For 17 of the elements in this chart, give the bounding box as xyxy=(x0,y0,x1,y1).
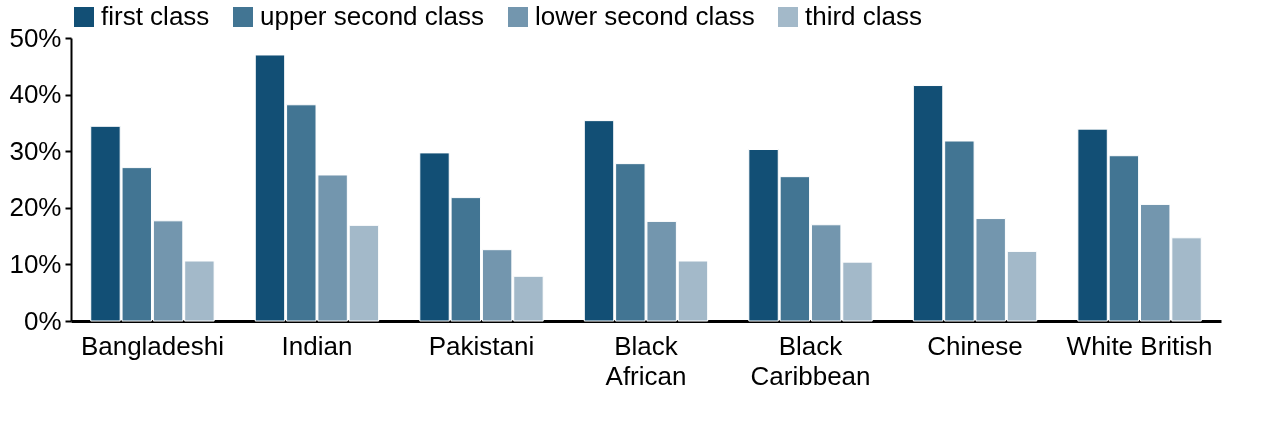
y-tick-label: 50% xyxy=(9,22,62,53)
legend-label: first class xyxy=(101,1,210,31)
y-tick-label: 40% xyxy=(9,79,62,110)
legend-label: upper second class xyxy=(260,1,485,31)
y-tick-label: 10% xyxy=(9,248,62,279)
x-tick-label: Chinese xyxy=(927,330,1023,361)
legend-label: third class xyxy=(805,1,923,31)
y-tick-label: 0% xyxy=(23,305,62,336)
legend-label: lower second class xyxy=(535,1,755,31)
x-tick-label: Black Caribbean xyxy=(750,330,871,391)
x-tick-label: Indian xyxy=(281,330,353,361)
y-tick-label: 30% xyxy=(9,135,62,166)
x-tick-label: White British xyxy=(1066,330,1213,361)
y-tick-label: 20% xyxy=(9,192,62,223)
x-tick-label: Black African xyxy=(605,330,687,391)
x-tick-label: Bangladeshi xyxy=(80,330,224,361)
x-tick-label: Pakistani xyxy=(428,330,535,361)
